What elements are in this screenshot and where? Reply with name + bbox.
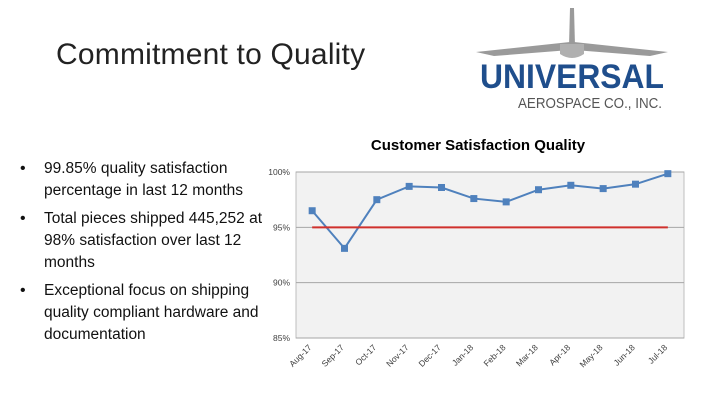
data-point [341,244,348,252]
x-tick-label: Dec-17 [416,342,443,369]
x-tick-label: Sep-17 [319,342,346,369]
bullet-quality-satisfaction: 99.85% quality satisfaction percentage i… [16,158,266,202]
data-point [308,207,316,215]
satisfaction-series-line [311,172,669,251]
y-tick-label: 95% [273,222,290,232]
bullet-list: 99.85% quality satisfaction percentage i… [16,158,266,352]
data-point [470,195,478,203]
x-tick-label: Apr-18 [547,342,572,367]
data-point [632,180,639,188]
aircraft-icon [476,8,668,58]
x-tick-label: Mar-18 [514,342,540,368]
slide-title: Commitment to Quality [56,38,366,71]
bullet-pieces-shipped: Total pieces shipped 445,252 at 98% sati… [16,208,266,274]
y-tick-label: 100% [268,167,290,177]
data-point [502,198,510,206]
x-tick-label: Jan-18 [450,342,476,368]
bullet-exceptional-focus: Exceptional focus on shipping quality co… [16,280,266,346]
plot-area [295,171,685,339]
x-tick-label: Jul-18 [646,342,670,366]
company-logo: UNIVERSAL AEROSPACE CO., INC. [476,8,668,112]
x-tick-label: Aug-17 [287,342,314,369]
x-tick-label: Feb-18 [481,342,507,368]
data-point [664,170,672,178]
data-point [373,196,381,204]
x-tick-label: Nov-17 [384,342,411,369]
x-tick-label: Jun-18 [611,342,637,368]
chart-title: Customer Satisfaction Quality [371,137,586,154]
data-point [599,185,607,193]
satisfaction-chart: Customer Satisfaction Quality 100% 95% 90%… [268,137,685,369]
data-point [567,181,575,189]
x-tick-label: May-18 [577,342,604,369]
data-point [535,186,542,194]
x-tick-label: Oct-17 [353,342,378,367]
data-point [405,182,413,190]
y-tick-label: 85% [273,333,290,343]
y-tick-label: 90% [273,278,290,288]
data-point [438,183,445,191]
logo-subtitle: AEROSPACE CO., INC. [518,95,662,112]
logo-name: UNIVERSAL [480,58,664,96]
